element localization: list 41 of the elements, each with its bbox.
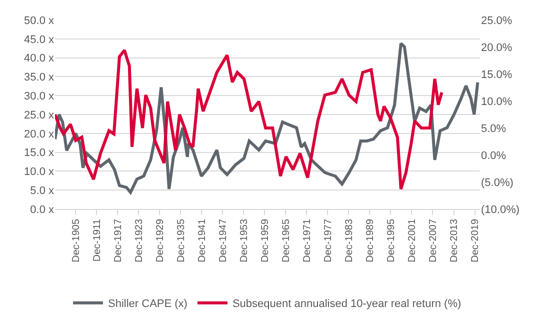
x-tick-label: Dec-1911 (92, 218, 103, 262)
y-tick-label: 10.0 x (24, 166, 54, 178)
y2-tick-label: 25.0% (481, 14, 512, 27)
y-tick-label: 50.0 x (24, 14, 54, 27)
y-tick-label: 15.0 x (24, 147, 54, 160)
x-tick-label: Dec-1965 (280, 218, 292, 262)
y2-tick-label: (10.0%) (481, 204, 520, 216)
y2-tick-label: 15.0% (481, 68, 512, 81)
y-tick-label: 30.0 x (24, 90, 54, 102)
x-tick-label: Dec-1971 (302, 218, 313, 262)
y2-tick-label: 10.0% (481, 96, 512, 108)
legend-label: Subsequent annualised 10-year real return (%) (232, 298, 462, 310)
x-tick-label: Dec-1941 (196, 218, 208, 262)
y-tick-label: 35.0 x (24, 72, 54, 84)
x-tick-label: Dec-1995 (386, 218, 397, 262)
y-tick-label: 0.0 x (30, 204, 54, 216)
x-tick-label: Dec-1947 (218, 218, 229, 262)
legend-label: Shiller CAPE (x) (108, 298, 188, 310)
y-tick-label: 25.0 x (24, 109, 54, 122)
x-tick-label: Dec-1917 (112, 218, 124, 262)
y-tick-label: 40.0 x (24, 52, 54, 65)
x-tick-label: Dec-1929 (154, 218, 166, 262)
x-tick-label: Dec-2007 (428, 218, 439, 262)
x-tick-label: Dec-1923 (134, 218, 145, 262)
x-tick-label: Dec-1935 (176, 218, 187, 262)
y-tick-label: 5.0 x (30, 184, 54, 197)
x-tick-label: Dec-1953 (238, 218, 250, 262)
x-tick-label: Dec-1977 (322, 218, 334, 262)
y-tick-label: 20.0 x (24, 128, 54, 140)
y2-tick-label: 0.0% (481, 150, 506, 162)
y-tick-label: 45.0 x (24, 34, 54, 46)
y2-tick-label: 5.0% (481, 122, 506, 135)
y2-tick-label: (5.0%) (481, 176, 514, 189)
x-tick-label: Dec-2001 (406, 218, 418, 262)
x-tick-label: Dec-2013 (449, 218, 460, 262)
x-tick-label: Dec-1959 (260, 218, 271, 262)
x-tick-label: Dec-2019 (470, 218, 481, 262)
x-tick-label: Dec-1983 (344, 218, 355, 262)
x-tick-label: Dec-1989 (364, 218, 376, 262)
x-tick-label: Dec-1905 (70, 218, 82, 262)
y2-tick-label: 20.0% (481, 42, 512, 54)
